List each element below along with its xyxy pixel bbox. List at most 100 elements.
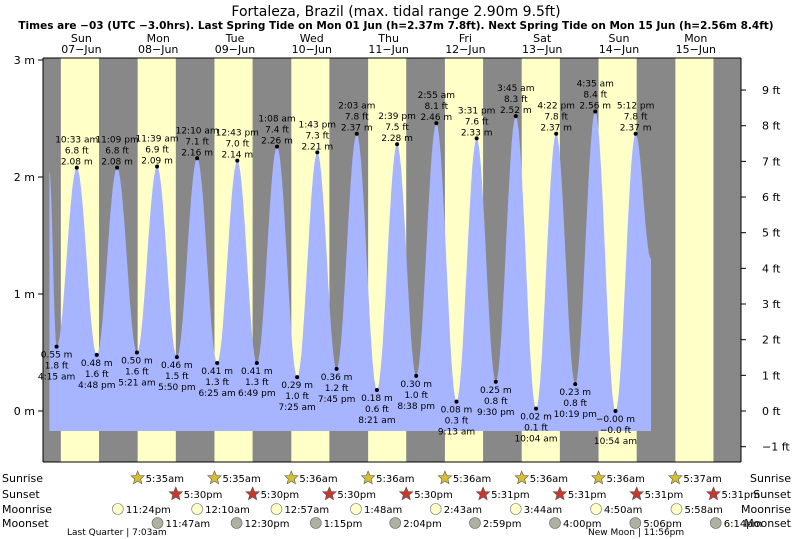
high-tide-time: 10:33 am [55, 136, 98, 146]
day-date: 15−Jun [676, 43, 716, 56]
high-tide-time: 3:45 am [497, 84, 534, 94]
day-name: Fri [459, 32, 472, 45]
y-tick-label-feet: 6 ft [762, 191, 781, 204]
moonrise-time: 4:50am [604, 505, 642, 516]
low-tide-feet: 0.8 ft [484, 397, 508, 407]
moonset-icon [389, 517, 402, 529]
moonrise-icon [590, 503, 602, 515]
y-tick-label-feet: −1 ft [762, 441, 790, 454]
y-tick-label-feet: 2 ft [762, 334, 781, 347]
sunrise-time: 5:36am [299, 474, 337, 485]
moonset-icon [549, 517, 561, 529]
sunset-time: 5:30pm [261, 490, 300, 501]
sunrise-time: 5:35am [222, 474, 260, 485]
moonrise-icon [670, 503, 683, 515]
sunrise-icon [591, 470, 606, 485]
axes: 0 m 1 m 2 m 3 m −1 ft 0 ft 1 ft 2 ft 3 ft 4 ft 5 f… [14, 54, 790, 463]
high-tide-time: 2:39 pm [378, 112, 416, 122]
sunrise-time: 5:36am [530, 474, 568, 485]
sunset-icon [321, 486, 337, 501]
moonrise-icon [350, 503, 362, 515]
low-tide-point [295, 375, 300, 380]
high-tide-point [554, 131, 559, 136]
sunrise-icon [130, 470, 146, 485]
sunrise-time: 5:36am [453, 474, 491, 485]
low-tide-metres: 0.29 m [281, 381, 313, 391]
low-tide-metres: 0.08 m [441, 406, 473, 416]
day-date: 11−Jun [368, 43, 408, 56]
sunrise-icon [360, 470, 376, 485]
high-tide-time: 4:35 am [577, 79, 614, 89]
low-tide-time: 6:49 pm [238, 389, 276, 399]
high-tide-feet: 7.8 ft [544, 113, 568, 123]
high-tide-time: 1:08 am [258, 115, 295, 125]
low-tide-time: 10:54 am [594, 437, 637, 447]
low-tide-point [414, 373, 419, 378]
moonset-icon [709, 517, 722, 529]
low-tide-point [454, 399, 459, 404]
high-tide-point [275, 144, 280, 149]
low-tide-feet: 1.6 ft [125, 368, 149, 378]
high-tide-metres: 2.09 m [141, 156, 173, 166]
low-tide-metres: 0.55 m [41, 351, 73, 361]
y-tick-label-metres: 1 m [14, 288, 35, 301]
low-tide-point [374, 387, 379, 392]
low-tide-feet: −0.0 ft [600, 426, 632, 436]
day-date: 14−Jun [599, 43, 639, 56]
high-tide-time: 5:12 pm [617, 102, 655, 112]
high-tide-feet: 7.8 ft [345, 113, 369, 123]
y-tick-label-feet: 5 ft [762, 227, 781, 240]
low-tide-feet: 1.2 ft [325, 384, 349, 394]
high-tide-point [354, 131, 359, 136]
moonset-icon [629, 517, 642, 529]
low-tide-metres: 0.46 m [161, 361, 193, 371]
moonset-icon [309, 517, 322, 529]
row-label-right: Sunset [753, 488, 791, 501]
sunset-time: 5:31pm [645, 490, 684, 501]
sunset-time: 5:31pm [568, 490, 607, 501]
high-tide-feet: 6.9 ft [145, 145, 169, 155]
low-tide-point [94, 352, 99, 357]
high-tide-metres: 2.46 m [421, 113, 453, 123]
sunset-time: 5:31pm [721, 490, 760, 501]
sunrise-icon [667, 470, 683, 485]
high-tide-point [195, 156, 200, 161]
high-tide-feet: 8.1 ft [424, 102, 448, 112]
day-name: Thu [377, 32, 399, 45]
day-date: 13−Jun [522, 43, 562, 56]
low-tide-point [493, 379, 498, 384]
sunset-icon [629, 486, 645, 501]
moonrise-time: 1:48am [364, 505, 402, 516]
sunset-time: 5:30pm [184, 490, 223, 501]
low-tide-time: 9:30 pm [477, 408, 515, 418]
low-tide-metres: 0.30 m [400, 380, 432, 390]
low-tide-metres: 0.36 m [321, 373, 353, 383]
moonset-time: 2:59pm [483, 519, 522, 530]
moonrise-icon [191, 503, 203, 515]
low-tide-time: 9:13 am [438, 428, 475, 438]
sunrise-icon [437, 470, 453, 485]
day-name: Mon [684, 32, 707, 45]
low-tide-feet: 0.1 ft [524, 424, 548, 434]
row-label-left: Moonrise [2, 503, 52, 516]
low-tide-metres: 0.23 m [559, 388, 591, 398]
day-name: Sat [533, 32, 552, 45]
moonrise-icon [270, 503, 283, 515]
sunset-icon [398, 486, 414, 501]
moonrise-time: 12:10am [205, 505, 250, 516]
high-tide-feet: 7.8 ft [624, 113, 648, 123]
day-name: Tue [225, 32, 245, 45]
moonset-icon [469, 517, 481, 529]
day-name: Sun [609, 32, 630, 45]
high-tide-point [155, 164, 160, 169]
moon-phase-last-quarter: Last Quarter | 7:03am [67, 528, 167, 538]
sunset-time: 5:31pm [491, 490, 530, 501]
moonrise-icon [509, 503, 522, 515]
low-tide-feet: 0.3 ft [445, 417, 469, 427]
moonset-time: 2:04pm [403, 519, 442, 530]
low-tide-point [54, 344, 59, 349]
low-tide-time: 5:21 am [118, 379, 155, 389]
high-tide-metres: 2.26 m [261, 137, 293, 147]
high-tide-point [633, 131, 638, 136]
